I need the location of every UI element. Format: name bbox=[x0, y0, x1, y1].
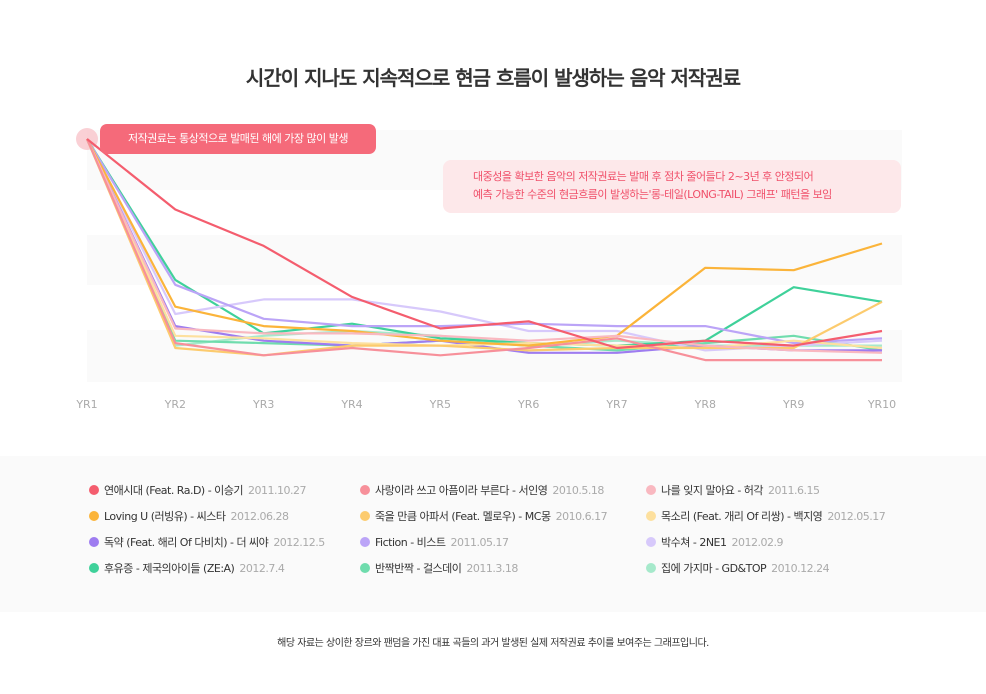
legend-color-dot bbox=[360, 563, 370, 573]
x-tick-label: YR9 bbox=[782, 398, 805, 411]
legend-song-label: 목소리 (Feat. 개리 Of 리쌍) - 백지영 bbox=[661, 510, 823, 523]
legend-color-dot bbox=[360, 485, 370, 495]
x-tick-label: YR6 bbox=[517, 398, 540, 411]
peak-callout: 저작권료는 통상적으로 발매된 해에 가장 많이 발생 bbox=[100, 124, 376, 154]
legend-item: 연애시대 (Feat. Ra.D) - 이승기 2011.10.27 bbox=[89, 482, 307, 498]
legend-release-date: 2011.6.15 bbox=[768, 483, 820, 497]
series-line bbox=[86, 138, 883, 347]
legend-song-label: 박수쳐 - 2NE1 bbox=[661, 536, 727, 549]
x-tick-label: YR1 bbox=[76, 398, 98, 411]
legend-item: 반짝반짝 - 걸스데이 2011.3.18 bbox=[360, 560, 518, 576]
footnote: 해당 자료는 상이한 장르와 팬덤을 가진 대표 곡들의 과거 발생된 실제 저… bbox=[277, 638, 709, 649]
legend-color-dot bbox=[646, 563, 656, 573]
longtail-callout-line2: 예측 가능한 수준의 현금흐름이 발생하는'롱-테일(LONG-TAIL) 그래… bbox=[473, 188, 832, 201]
legend-song-label: 집에 가지마 - GD&TOP bbox=[661, 562, 767, 575]
legend-song-label: Loving U (러빙유) - 씨스타 bbox=[104, 510, 226, 523]
x-tick-label: YR3 bbox=[252, 398, 275, 411]
legend-color-dot bbox=[360, 537, 370, 547]
legend-item: 사랑이라 쓰고 아픔이라 부른다 - 서인영 2010.5.18 bbox=[360, 482, 604, 498]
legend-color-dot bbox=[89, 511, 99, 521]
legend-item: 후유증 - 제국의아이들 (ZE:A) 2012.7.4 bbox=[89, 560, 285, 576]
legend-color-dot bbox=[360, 511, 370, 521]
legend-release-date: 2010.6.17 bbox=[555, 509, 608, 523]
series-lines bbox=[85, 138, 883, 362]
longtail-callout: 대중성을 확보한 음악의 저작권료는 발매 후 점차 줄어들다 2~3년 후 안… bbox=[443, 160, 901, 213]
legend-color-dot bbox=[89, 537, 99, 547]
x-tick-label: YR8 bbox=[694, 398, 717, 411]
x-tick-label: YR2 bbox=[164, 398, 187, 411]
legend-color-dot bbox=[646, 537, 656, 547]
legend-item: 독약 (Feat. 해리 Of 다비치) - 더 씨야 2012.12.5 bbox=[89, 534, 325, 550]
legend-item: 죽을 만큼 아파서 (Feat. 멜로우) - MC몽 2010.6.17 bbox=[360, 508, 608, 524]
legend-release-date: 2010.12.24 bbox=[771, 561, 830, 575]
legend-song-label: 나를 잊지 말아요 - 허각 bbox=[661, 484, 764, 497]
legend-release-date: 2010.5.18 bbox=[552, 483, 604, 497]
x-tick-label: YR7 bbox=[606, 398, 628, 411]
series-line bbox=[85, 138, 882, 362]
legend-release-date: 2012.02.9 bbox=[731, 535, 784, 549]
legend-release-date: 2012.12.5 bbox=[273, 535, 325, 549]
x-tick-label: YR5 bbox=[429, 398, 452, 411]
legend-song-label: 사랑이라 쓰고 아픔이라 부른다 - 서인영 bbox=[375, 484, 548, 497]
legend-color-dot bbox=[646, 511, 656, 521]
legend-release-date: 2011.3.18 bbox=[466, 561, 518, 575]
legend-item: Loving U (러빙유) - 씨스타 2012.06.28 bbox=[89, 508, 289, 524]
legend-song-label: Fiction - 비스트 bbox=[375, 536, 446, 549]
legend-item: 목소리 (Feat. 개리 Of 리쌍) - 백지영 2012.05.17 bbox=[646, 508, 886, 524]
grid-band bbox=[87, 235, 902, 285]
x-tick-label: YR4 bbox=[341, 398, 363, 411]
legend-item: Fiction - 비스트 2011.05.17 bbox=[360, 534, 509, 550]
series-line bbox=[86, 138, 883, 350]
legend-release-date: 2011.10.27 bbox=[248, 483, 307, 497]
legend-release-date: 2012.7.4 bbox=[239, 561, 285, 575]
legend-item: 박수쳐 - 2NE1 2012.02.9 bbox=[646, 534, 783, 550]
legend-release-date: 2011.05.17 bbox=[450, 535, 509, 549]
legend-song-label: 독약 (Feat. 해리 Of 다비치) - 더 씨야 bbox=[104, 536, 269, 549]
legend-song-label: 후유증 - 제국의아이들 (ZE:A) bbox=[104, 562, 235, 575]
legend-song-label: 반짝반짝 - 걸스데이 bbox=[375, 562, 462, 575]
series-line bbox=[86, 138, 883, 354]
x-tick-label: YR10 bbox=[867, 398, 897, 411]
legend-color-dot bbox=[89, 563, 99, 573]
chart-title: 시간이 지나도 지속적으로 현금 흐름이 발생하는 음악 저작권료 bbox=[245, 66, 741, 90]
longtail-callout-line1: 대중성을 확보한 음악의 저작권료는 발매 후 점차 줄어들다 2~3년 후 안… bbox=[473, 170, 814, 183]
legend-item: 집에 가지마 - GD&TOP 2010.12.24 bbox=[646, 560, 830, 576]
series-line bbox=[85, 138, 883, 350]
legend-song-label: 연애시대 (Feat. Ra.D) - 이승기 bbox=[104, 484, 244, 497]
legend-color-dot bbox=[646, 485, 656, 495]
legend: 연애시대 (Feat. Ra.D) - 이승기 2011.10.27 사랑이라 쓰고… bbox=[0, 456, 986, 612]
legend-song-label: 죽을 만큼 아파서 (Feat. 멜로우) - MC몽 bbox=[375, 510, 551, 523]
legend-item: 나를 잊지 말아요 - 허각 2011.6.15 bbox=[646, 482, 820, 498]
legend-color-dot bbox=[89, 485, 99, 495]
legend-release-date: 2012.05.17 bbox=[827, 509, 886, 523]
line-chart bbox=[76, 128, 902, 362]
legend-release-date: 2012.06.28 bbox=[230, 509, 289, 523]
